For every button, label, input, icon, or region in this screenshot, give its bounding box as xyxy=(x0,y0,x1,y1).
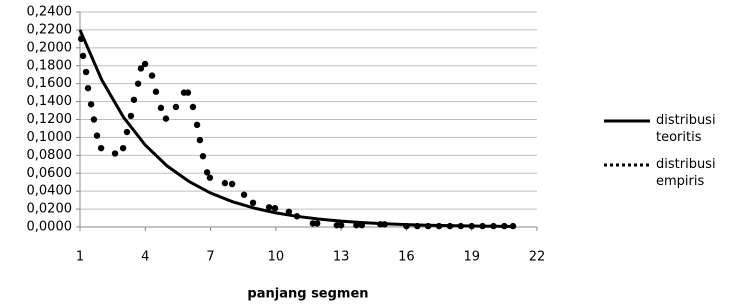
x-tick-label: 4 xyxy=(141,250,149,265)
scatter-point xyxy=(87,101,95,108)
scatter-point xyxy=(337,222,345,229)
y-tick-label: 0,0400 xyxy=(27,184,73,199)
scatter-point xyxy=(414,222,421,230)
x-tick-label: 7 xyxy=(206,250,214,265)
scatter-point xyxy=(90,116,98,123)
x-tick-label: 19 xyxy=(463,250,480,265)
scatter-point xyxy=(203,169,211,176)
scatter-point xyxy=(123,128,131,136)
scatter-point xyxy=(79,52,87,60)
y-tick-label: 0,1200 xyxy=(27,112,73,127)
scatter-point xyxy=(271,204,279,212)
scatter-point xyxy=(446,222,454,230)
x-axis-label: panjang segmen xyxy=(247,287,368,302)
x-tick-label: 16 xyxy=(398,250,415,265)
legend-label: distribusi teoritis xyxy=(656,113,716,145)
scatter-point xyxy=(77,35,85,43)
scatter-point xyxy=(228,180,236,188)
scatter-point xyxy=(381,221,388,228)
scatter-point xyxy=(353,222,360,229)
x-tick-label: 22 xyxy=(529,250,546,265)
scatter-point xyxy=(134,80,142,87)
scatter-point xyxy=(137,65,145,72)
scatter-point xyxy=(189,103,197,111)
y-tick-label: 0,2000 xyxy=(27,40,73,55)
legend-label: distribusi empiris xyxy=(656,157,716,189)
scatter-point xyxy=(162,115,170,122)
scatter-point xyxy=(490,222,497,230)
y-tick-label: 0,2400 xyxy=(27,5,73,20)
y-tick-label: 0,1600 xyxy=(27,76,73,91)
scatter-point xyxy=(157,104,165,112)
scatter-point xyxy=(184,89,192,96)
scatter-point xyxy=(152,88,160,95)
scatter-point xyxy=(457,222,465,230)
scatter-point xyxy=(111,150,119,157)
scatter-point xyxy=(97,144,105,152)
scatter-point xyxy=(314,220,321,227)
y-tick-label: 0,0600 xyxy=(27,166,73,181)
scatter-point xyxy=(293,213,301,220)
scatter-point xyxy=(501,222,508,230)
scatter-point xyxy=(84,84,92,92)
x-tick-label: 1 xyxy=(76,250,84,265)
y-tick-label: 0,0000 xyxy=(27,220,73,235)
scatter-point xyxy=(285,208,293,215)
scatter-point xyxy=(196,136,204,144)
scatter-point xyxy=(265,204,273,211)
scatter-point xyxy=(249,199,257,207)
scatter-point xyxy=(479,222,486,230)
scatter-point xyxy=(435,222,443,230)
scatter-point xyxy=(206,174,214,181)
y-tick-label: 0,1800 xyxy=(27,58,73,73)
scatter-point xyxy=(221,179,229,187)
scatter-point xyxy=(468,222,475,230)
scatter-point xyxy=(130,96,138,103)
y-tick-label: 0,2200 xyxy=(27,22,73,37)
scatter-point xyxy=(127,112,135,120)
scatter-point xyxy=(172,103,180,111)
y-tick-label: 0,0200 xyxy=(27,202,73,217)
scatter-point xyxy=(119,144,127,152)
scatter-point xyxy=(193,121,201,129)
y-tick-label: 0,0800 xyxy=(27,148,73,163)
x-tick-label: 10 xyxy=(268,250,285,265)
scatter-point xyxy=(424,222,432,230)
scatter-point xyxy=(148,72,156,79)
y-tick-label: 0,1400 xyxy=(27,94,73,109)
scatter-point xyxy=(141,60,149,68)
line-series xyxy=(78,29,516,228)
scatter-point xyxy=(509,222,517,230)
scatter-point xyxy=(82,68,90,76)
scatter-point xyxy=(93,132,101,139)
scatter-point xyxy=(199,153,207,160)
scatter-point xyxy=(240,191,248,198)
scatter-point xyxy=(403,222,410,230)
x-tick-label: 13 xyxy=(333,250,350,265)
scatter-point xyxy=(358,222,366,229)
y-tick-label: 0,1000 xyxy=(27,130,73,145)
